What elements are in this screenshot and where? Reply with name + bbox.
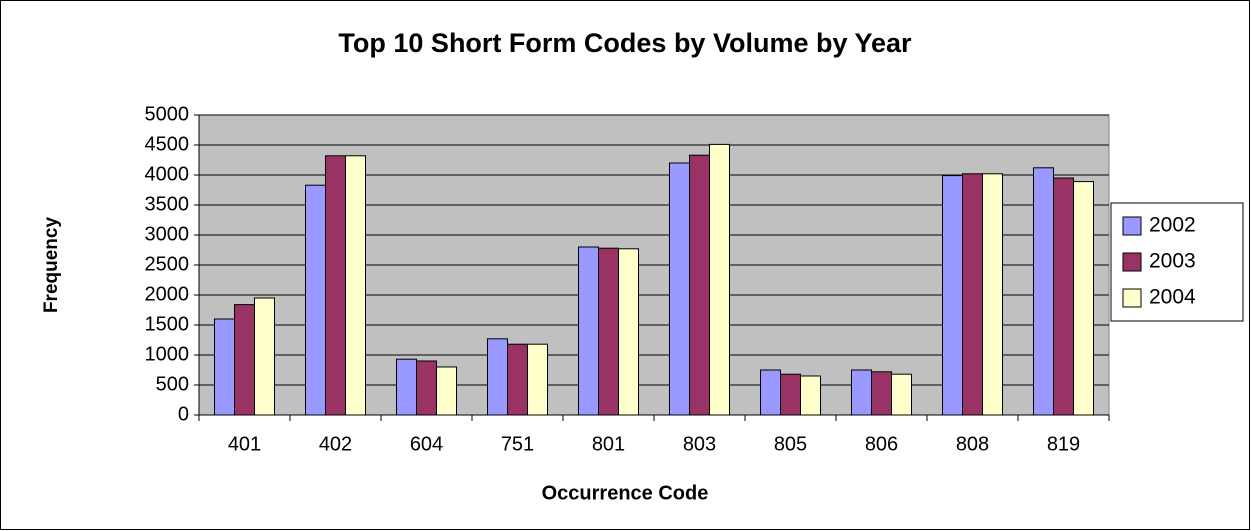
- bar: [254, 297, 275, 416]
- x-tick-label: 808: [956, 433, 989, 455]
- legend-swatch: [1122, 288, 1142, 308]
- x-tick-label: 819: [1047, 433, 1080, 455]
- bar: [345, 155, 366, 416]
- x-tick-label: 805: [774, 433, 807, 455]
- bar: [1033, 167, 1054, 416]
- legend-swatch: [1122, 252, 1142, 272]
- bar: [942, 175, 963, 416]
- bar: [234, 304, 255, 416]
- y-tick-label: 3000: [145, 223, 190, 245]
- bar: [436, 366, 457, 416]
- bar: [598, 247, 619, 416]
- bar: [669, 162, 690, 416]
- bar: [780, 373, 801, 416]
- legend-label: 2004: [1149, 286, 1196, 309]
- bar: [1073, 181, 1094, 416]
- bar: [396, 358, 417, 416]
- legend-label: 2002: [1149, 214, 1196, 237]
- bar: [487, 338, 508, 416]
- y-tick-label: 2000: [145, 283, 190, 305]
- bar: [689, 154, 710, 416]
- y-tick-label: 2500: [145, 253, 190, 275]
- legend-label: 2003: [1149, 250, 1196, 273]
- bar: [618, 248, 639, 416]
- x-tick-label: 801: [592, 433, 625, 455]
- bar: [527, 343, 548, 416]
- x-tick-label: 806: [865, 433, 898, 455]
- y-tick-label: 5000: [145, 103, 190, 125]
- y-tick-label: 3500: [145, 193, 190, 215]
- bar: [416, 360, 437, 416]
- bar: [325, 155, 346, 416]
- y-axis-label: Frequency: [41, 217, 62, 314]
- x-axis-label: Occurrence Code: [542, 482, 709, 504]
- bar: [214, 318, 235, 416]
- x-tick-label: 402: [319, 433, 352, 455]
- x-tick-label: 803: [683, 433, 716, 455]
- y-tick-label: 1000: [145, 343, 190, 365]
- bar: [1053, 177, 1074, 416]
- bar: [871, 371, 892, 416]
- bar: [982, 173, 1003, 416]
- x-tick-label: 401: [228, 433, 261, 455]
- bar: [709, 143, 730, 416]
- y-tick-label: 4500: [145, 133, 190, 155]
- bar: [760, 369, 781, 416]
- x-tick-label: 751: [501, 433, 534, 455]
- x-tick-label: 604: [410, 433, 443, 455]
- bar: [305, 184, 326, 416]
- bar: [578, 246, 599, 416]
- bar: [800, 375, 821, 416]
- legend-swatch: [1122, 216, 1142, 236]
- y-tick-label: 4000: [145, 163, 190, 185]
- bar: [507, 343, 528, 416]
- bar: [851, 369, 872, 416]
- y-tick-label: 0: [178, 403, 189, 425]
- bar: [962, 173, 983, 416]
- y-tick-label: 1500: [145, 313, 190, 335]
- bar: [891, 373, 912, 416]
- y-tick-label: 500: [156, 373, 189, 395]
- chart-title: Top 10 Short Form Codes by Volume by Yea…: [338, 28, 912, 58]
